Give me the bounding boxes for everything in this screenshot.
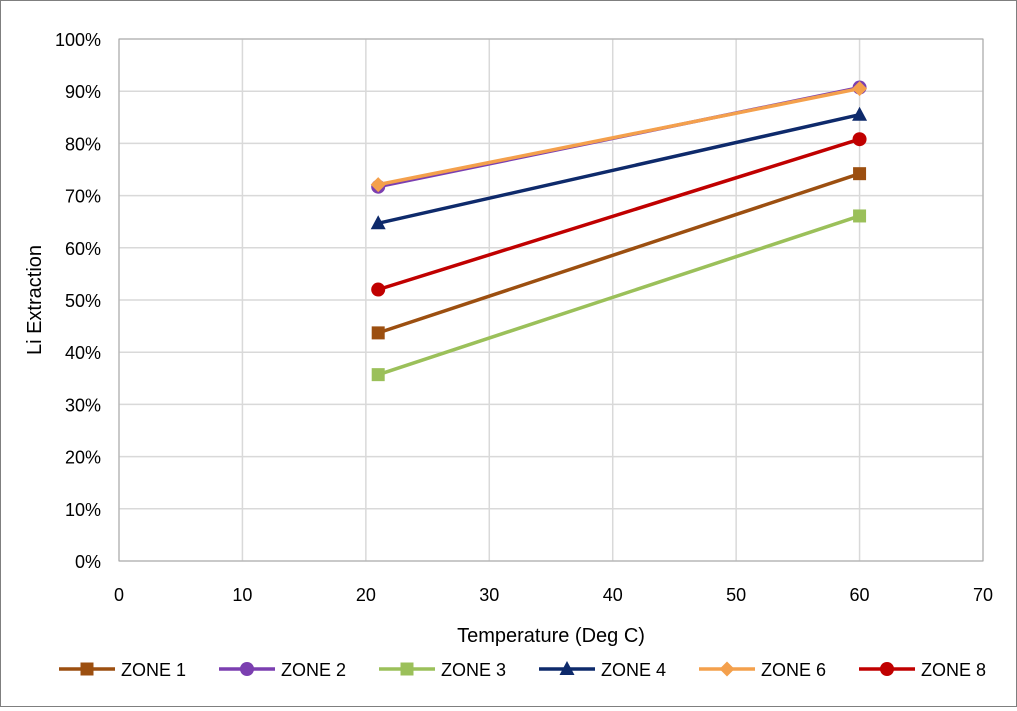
data-point-zone-6 — [852, 81, 868, 97]
y-tick-label: 80% — [65, 134, 101, 154]
legend-label: ZONE 2 — [281, 660, 346, 680]
data-point-zone-8 — [371, 282, 386, 297]
legend-item-zone-6: ZONE 6 — [699, 660, 826, 680]
legend-item-zone-1: ZONE 1 — [59, 660, 186, 680]
legend-marker — [400, 662, 414, 676]
legend-label: ZONE 1 — [121, 660, 186, 680]
series-zone-1 — [371, 167, 867, 340]
y-tick-label: 90% — [65, 82, 101, 102]
x-tick-label: 10 — [232, 585, 252, 605]
legend-label: ZONE 4 — [601, 660, 666, 680]
legend-label: ZONE 8 — [921, 660, 986, 680]
y-axis-title: Li Extraction — [24, 245, 46, 355]
x-tick-label: 50 — [726, 585, 746, 605]
series-line-zone-6 — [377, 86, 860, 187]
x-axis-ticks: 0 10 20 30 40 50 60 70 — [114, 585, 993, 605]
data-point-zone-4 — [852, 106, 868, 121]
data-point-zone-8 — [852, 132, 867, 147]
y-tick-label: 30% — [65, 395, 101, 415]
series-zone-4 — [370, 106, 868, 230]
y-tick-label: 0% — [75, 552, 101, 572]
legend-marker — [719, 661, 735, 677]
series-zone-6 — [370, 81, 868, 193]
legend-label: ZONE 6 — [761, 660, 826, 680]
legend-marker — [559, 661, 575, 675]
legend-marker — [240, 662, 254, 676]
series-line-zone-3 — [377, 214, 861, 377]
y-tick-label: 100% — [55, 30, 101, 50]
legend: ZONE 1 ZONE 2 ZONE 3 ZONE 4 ZONE 6 ZONE 8 — [59, 660, 986, 680]
data-point-zone-3 — [853, 209, 867, 223]
data-point-zone-6 — [370, 177, 386, 193]
y-tick-label: 10% — [65, 500, 101, 520]
series-zone-8 — [371, 132, 867, 297]
legend-marker — [880, 662, 894, 676]
series-line-zone-4 — [377, 112, 860, 225]
data-point-zone-1 — [853, 167, 867, 181]
x-axis-title: Temperature (Deg C) — [457, 625, 645, 647]
series-line-zone-1 — [377, 172, 861, 335]
series-zone-3 — [371, 209, 867, 382]
x-tick-label: 60 — [850, 585, 870, 605]
y-tick-label: 50% — [65, 291, 101, 311]
plot-area-border — [118, 38, 984, 562]
legend-item-zone-4: ZONE 4 — [539, 660, 666, 680]
x-tick-label: 40 — [603, 585, 623, 605]
legend-marker — [80, 662, 94, 676]
y-tick-label: 20% — [65, 448, 101, 468]
x-tick-label: 30 — [479, 585, 499, 605]
series — [370, 80, 868, 382]
x-tick-label: 0 — [114, 585, 124, 605]
series-line-zone-8 — [377, 137, 861, 292]
data-point-zone-1 — [371, 326, 385, 340]
x-tick-label: 70 — [973, 585, 993, 605]
data-point-zone-3 — [371, 368, 385, 382]
x-tick-label: 20 — [356, 585, 376, 605]
legend-label: ZONE 3 — [441, 660, 506, 680]
legend-item-zone-3: ZONE 3 — [379, 660, 506, 680]
data-point-zone-4 — [370, 215, 386, 230]
legend-item-zone-8: ZONE 8 — [859, 660, 986, 680]
y-tick-label: 70% — [65, 187, 101, 207]
legend-item-zone-2: ZONE 2 — [219, 660, 346, 680]
y-axis-ticks: 0% 10% 20% 30% 40% 50% 60% 70% 80% 90% 100% — [55, 30, 101, 572]
y-tick-label: 60% — [65, 239, 101, 259]
y-tick-label: 40% — [65, 343, 101, 363]
